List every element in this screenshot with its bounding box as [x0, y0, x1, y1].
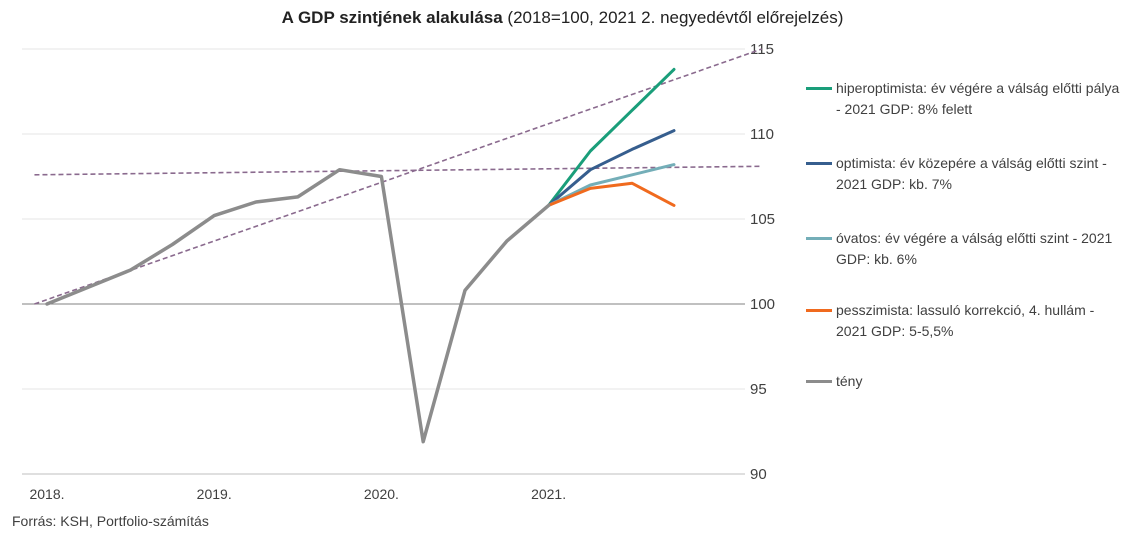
legend-swatch-hiperoptimista: [806, 87, 832, 90]
y-tick-label-95: 95: [750, 381, 767, 398]
x-tick-label-2021: 2021.: [531, 486, 566, 502]
trend-pre-crisis-level: [34, 165, 762, 176]
legend-swatch-teny: [806, 380, 832, 383]
x-tick-label-2019: 2019.: [197, 486, 232, 502]
legend-swatch-pesszimista: [806, 309, 832, 312]
chart-title-subtitle: (2018=100, 2021 2. negyedévtől előrejelz…: [502, 8, 844, 27]
source-note: Forrás: KSH, Portfolio-számítás: [12, 513, 209, 529]
y-tick-label-105: 105: [750, 211, 775, 228]
y-tick-label-100: 100: [750, 296, 775, 313]
series-line-teny: [45, 167, 551, 444]
y-tick-label-115: 115: [750, 41, 774, 58]
series-line-optimista: [547, 129, 676, 207]
legend-label-hiperoptimista: hiperoptimista: év végére a válság előtt…: [836, 80, 1120, 117]
x-tick-label-2020: 2020.: [364, 486, 399, 502]
legend-swatch-ovatos: [806, 237, 832, 240]
trend-pre-crisis-path: [34, 48, 763, 305]
y-tick-label-90: 90: [750, 466, 767, 483]
legend-label-optimista: optimista: év közepére a válság előtti s…: [836, 155, 1107, 192]
chart-title-bold: A GDP szintjének alakulása: [281, 8, 503, 27]
series-line-hiperoptimista: [547, 67, 676, 207]
x-tick-label-2018: 2018.: [29, 486, 64, 502]
legend-swatch-optimista: [806, 162, 832, 165]
series-line-ovatos: [547, 163, 676, 207]
legend-label-pesszimista: pesszimista: lassuló korrekció, 4. hullá…: [836, 302, 1095, 339]
legend-label-ovatos: óvatos: év végére a válság előtti szint …: [836, 230, 1113, 267]
legend-label-teny: tény: [836, 373, 863, 389]
chart-title: A GDP szintjének alakulása (2018=100, 20…: [0, 8, 1125, 28]
y-tick-label-110: 110: [750, 126, 774, 143]
series-line-pesszimista: [547, 181, 676, 207]
